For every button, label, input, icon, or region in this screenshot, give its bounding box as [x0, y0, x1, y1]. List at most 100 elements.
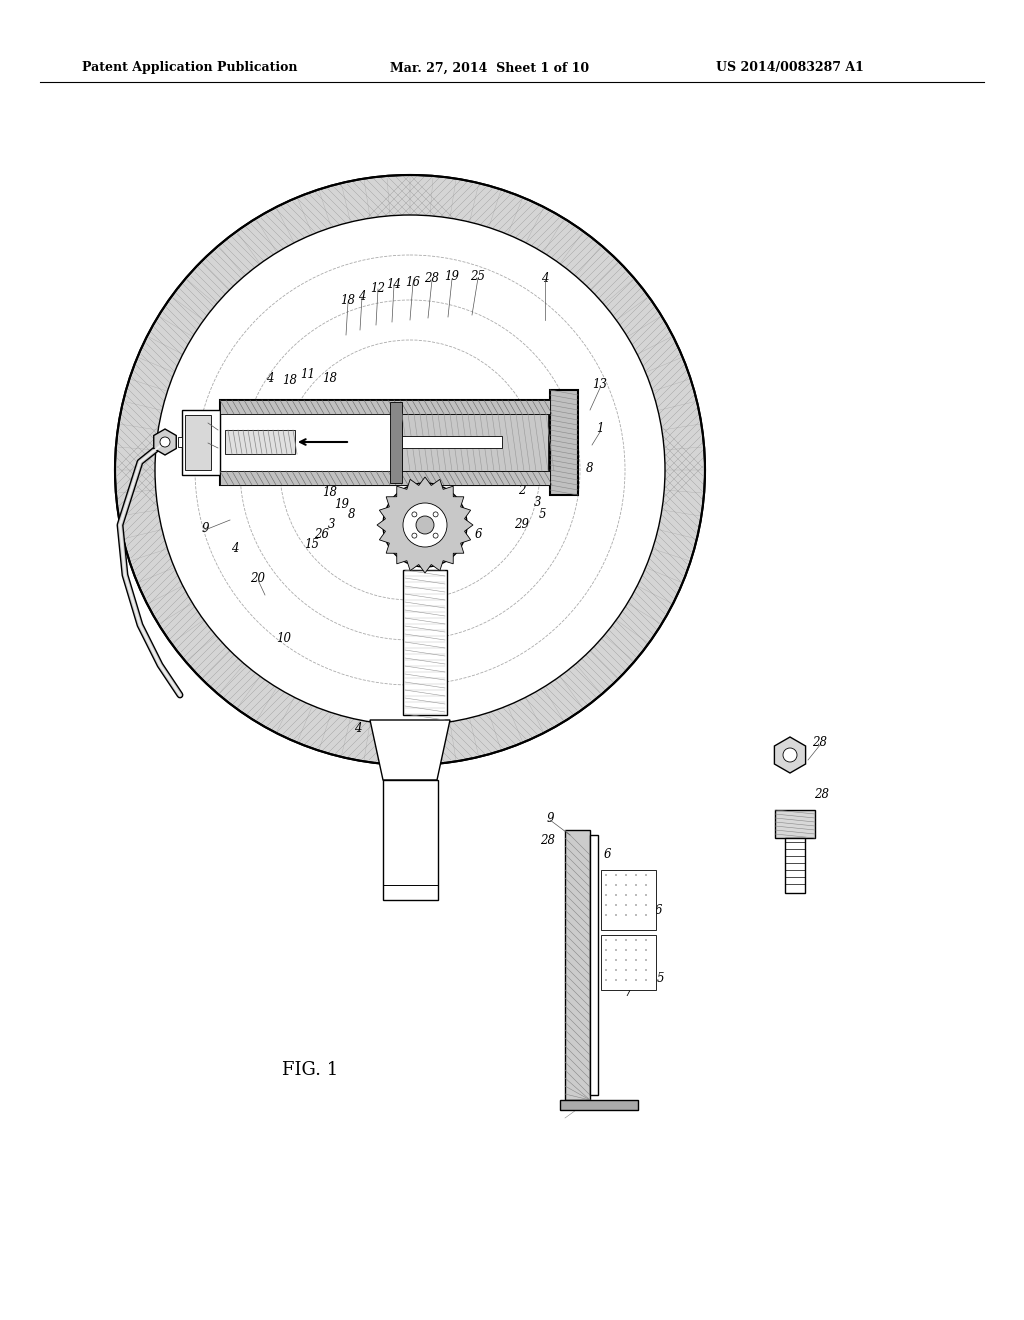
Text: 28: 28 [425, 272, 439, 285]
Circle shape [412, 533, 417, 539]
Bar [220, 471, 550, 484]
Text: 4: 4 [231, 541, 239, 554]
Bar [178, 437, 182, 447]
Text: 3: 3 [535, 495, 542, 508]
Text: 13: 13 [593, 379, 607, 392]
Circle shape [645, 939, 647, 941]
Circle shape [645, 949, 647, 950]
Bar [182, 411, 220, 475]
Polygon shape [774, 737, 806, 774]
Text: 11: 11 [300, 368, 315, 381]
Text: 18: 18 [283, 374, 298, 387]
Text: 8: 8 [587, 462, 594, 474]
Text: 26: 26 [314, 528, 330, 540]
Circle shape [625, 884, 627, 886]
Bar [383, 780, 438, 900]
Circle shape [412, 512, 417, 517]
Text: 3: 3 [329, 517, 336, 531]
Text: 8: 8 [497, 455, 504, 469]
Circle shape [615, 949, 617, 950]
Text: 14: 14 [386, 277, 401, 290]
Text: 15: 15 [304, 537, 319, 550]
Text: 25: 25 [470, 269, 485, 282]
Circle shape [635, 874, 637, 876]
Text: Mar. 27, 2014  Sheet 1 of 10: Mar. 27, 2014 Sheet 1 of 10 [390, 62, 590, 74]
Text: 21: 21 [428, 734, 443, 747]
Circle shape [645, 874, 647, 876]
Circle shape [635, 979, 637, 981]
Text: 5: 5 [601, 964, 608, 977]
Text: Patent Application Publication: Patent Application Publication [82, 62, 298, 74]
Circle shape [605, 949, 607, 950]
Circle shape [625, 894, 627, 896]
Circle shape [635, 913, 637, 916]
Text: 10: 10 [566, 1053, 582, 1067]
Bar [775, 810, 815, 838]
Circle shape [605, 874, 607, 876]
Circle shape [615, 960, 617, 961]
Circle shape [635, 969, 637, 972]
Text: 23: 23 [201, 413, 215, 426]
Circle shape [433, 512, 438, 517]
Bar [220, 400, 550, 484]
Circle shape [635, 884, 637, 886]
Circle shape [625, 949, 627, 950]
Text: 27: 27 [482, 401, 498, 414]
Circle shape [615, 894, 617, 896]
Polygon shape [154, 429, 176, 455]
Circle shape [625, 969, 627, 972]
Text: 18: 18 [323, 486, 338, 499]
Circle shape [635, 939, 637, 941]
Polygon shape [370, 719, 450, 780]
Bar [402, 414, 548, 471]
Circle shape [645, 884, 647, 886]
Text: 20: 20 [251, 572, 265, 585]
Bar [565, 830, 590, 1100]
Circle shape [645, 894, 647, 896]
Circle shape [383, 483, 467, 568]
Circle shape [416, 516, 434, 535]
Circle shape [615, 979, 617, 981]
Circle shape [635, 960, 637, 961]
Text: 18: 18 [341, 293, 355, 306]
Circle shape [625, 939, 627, 941]
Circle shape [615, 969, 617, 972]
Circle shape [433, 533, 438, 539]
Polygon shape [377, 477, 473, 573]
Circle shape [605, 979, 607, 981]
Text: 28: 28 [541, 833, 555, 846]
Text: 6: 6 [603, 849, 610, 862]
Text: 7: 7 [625, 986, 632, 998]
Text: 12: 12 [371, 281, 385, 294]
Text: 9: 9 [202, 521, 209, 535]
Bar [560, 1100, 638, 1110]
Text: 9: 9 [546, 812, 554, 825]
Text: 19: 19 [444, 271, 460, 284]
Circle shape [645, 979, 647, 981]
Text: 4: 4 [542, 272, 549, 285]
Circle shape [625, 904, 627, 906]
Text: 4: 4 [358, 289, 366, 302]
Text: 10: 10 [276, 631, 292, 644]
Text: 4: 4 [354, 722, 361, 734]
Circle shape [635, 949, 637, 950]
Circle shape [615, 913, 617, 916]
Text: 29: 29 [514, 517, 529, 531]
Circle shape [615, 939, 617, 941]
Text: US 2014/0083287 A1: US 2014/0083287 A1 [716, 62, 864, 74]
Circle shape [605, 969, 607, 972]
Text: 28: 28 [812, 735, 827, 748]
Circle shape [115, 176, 705, 766]
Bar [601, 870, 656, 931]
Circle shape [605, 913, 607, 916]
Circle shape [155, 215, 665, 725]
Circle shape [605, 884, 607, 886]
Circle shape [605, 894, 607, 896]
Bar [590, 836, 598, 1096]
Text: 7: 7 [404, 552, 412, 565]
Bar [390, 403, 402, 483]
Bar [402, 436, 502, 447]
Circle shape [645, 913, 647, 916]
Circle shape [635, 904, 637, 906]
Text: 28: 28 [814, 788, 829, 801]
